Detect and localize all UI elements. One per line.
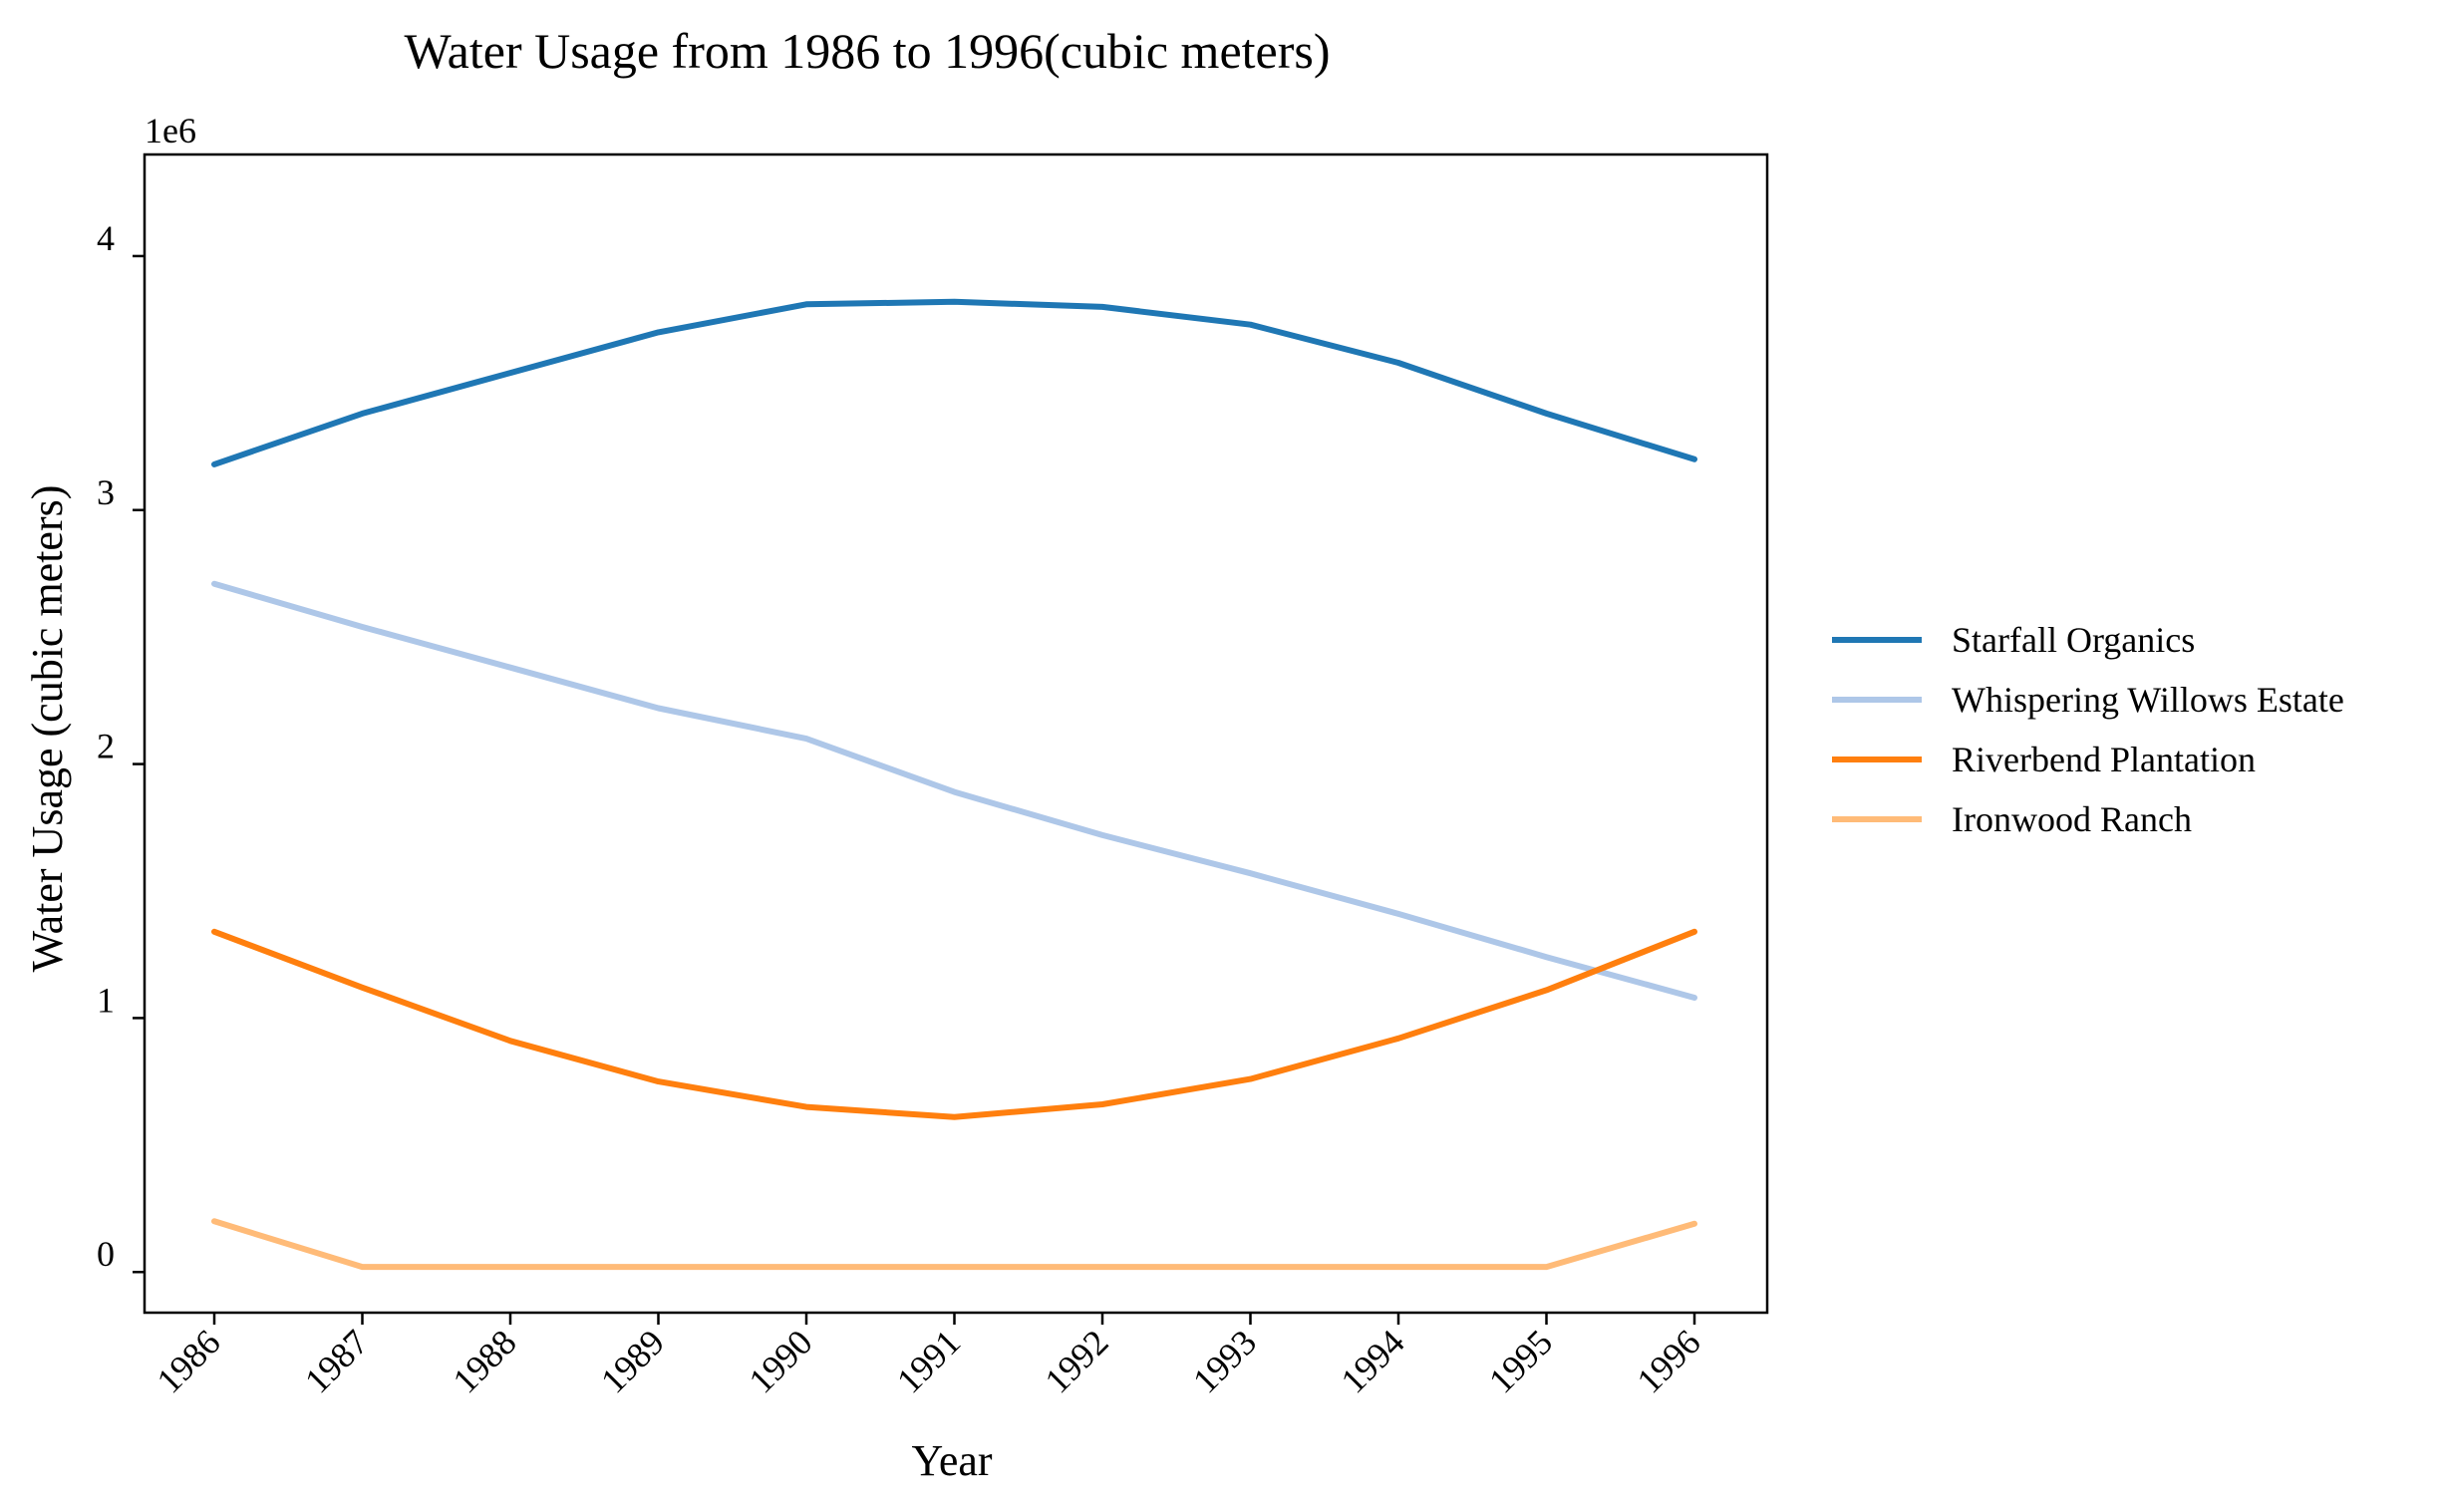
legend-label: Ironwood Ranch — [1952, 799, 2192, 839]
x-tick-label: 1991 — [889, 1322, 968, 1400]
y-axis-label: Water Usage (cubic meters) — [23, 485, 72, 973]
x-tick-label: 1987 — [297, 1322, 376, 1400]
x-tick-label: 1992 — [1037, 1322, 1115, 1400]
series-line-whispering-willows-estate — [211, 580, 1697, 1001]
y-tick-label: 3 — [97, 472, 115, 512]
x-tick-label: 1986 — [149, 1322, 227, 1400]
legend: Starfall Organics Whispering Willows Esta… — [1832, 620, 2344, 839]
y-axis-offset-label: 1e6 — [145, 111, 196, 151]
series-line-ironwood-ranch — [211, 1218, 1697, 1271]
x-tick-label: 1993 — [1185, 1322, 1264, 1400]
legend-label: Whispering Willows Estate — [1952, 680, 2344, 720]
legend-label: Riverbend Plantation — [1952, 740, 2256, 779]
y-tick-label: 1 — [97, 980, 115, 1020]
series-line-starfall-organics — [211, 298, 1697, 467]
y-tick-label: 4 — [97, 218, 115, 258]
x-tick-label: 1988 — [445, 1322, 523, 1400]
y-tick-label: 2 — [97, 727, 115, 766]
chart-title: Water Usage from 1986 to 1996(cubic mete… — [404, 23, 1330, 79]
x-tick-label: 1989 — [593, 1322, 672, 1400]
x-tick-label: 1996 — [1629, 1322, 1707, 1400]
x-axis-label: Year — [911, 1436, 992, 1485]
plot-frame — [143, 152, 1769, 1315]
x-tick-label: 1995 — [1481, 1322, 1560, 1400]
series-lines — [211, 298, 1697, 1271]
series-line-riverbend-plantation — [211, 928, 1697, 1120]
axis-ticks: 0 1 2 3 4 1986 1987 1988 1989 1990 1991 1992 1993 199… — [97, 218, 1708, 1401]
x-tick-label: 1990 — [741, 1322, 819, 1400]
x-tick-label: 1994 — [1333, 1322, 1411, 1400]
legend-label: Starfall Organics — [1952, 620, 2195, 660]
y-tick-label: 0 — [97, 1234, 115, 1274]
